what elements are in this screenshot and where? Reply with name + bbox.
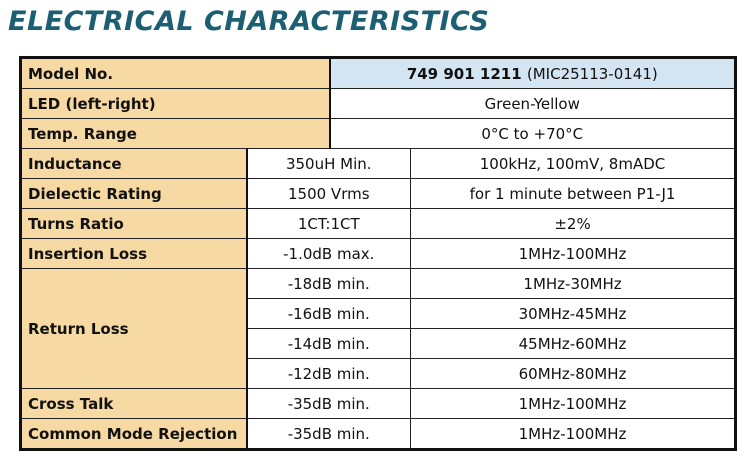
insertion-label: Insertion Loss [20,238,248,269]
inductance-condition: 100kHz, 100mV, 8mADC [410,148,737,179]
inductance-value: 350uH Min. [245,148,412,179]
led-label: LED (left-right) [19,88,331,119]
temp-value: 0°C to +70°C [329,118,737,149]
table-row-return-loss-1: Return Loss -18dB min. 1MHz-30MHz [20,268,737,389]
table-row-insertion: Insertion Loss -1.0dB max. 1MHz-100MHz [20,238,737,269]
insertion-condition: 1MHz-100MHz [410,238,737,269]
return-loss-condition-4: 60MHz-80MHz [410,358,737,389]
insertion-value: -1.0dB max. [245,238,412,269]
table-row-return-loss-2: -16dB min. 30MHz-45MHz [21,298,737,329]
cross-talk-label: Cross Talk [20,388,248,419]
model-alt-number: (MIC25113-0141) [526,64,658,83]
dielectric-condition: for 1 minute between P1-J1 [410,178,737,209]
cmr-value: -35dB min. [245,418,412,450]
table-row-model: Model No. 749 901 1211 (MIC25113-0141) [19,57,737,89]
table-row-cross-talk: Cross Talk -35dB min. 1MHz-100MHz [20,388,737,419]
inductance-label: Inductance [20,148,248,179]
table-row-return-loss-3: -14dB min. 45MHz-60MHz [21,328,737,359]
led-value: Green-Yellow [329,88,737,119]
table-row-return-loss-4: -12dB min. 60MHz-80MHz [21,358,737,389]
return-loss-label: Return Loss [20,268,248,389]
table-row-temp: Temp. Range 0°C to +70°C [19,118,737,149]
model-value: 749 901 1211 (MIC25113-0141) [329,57,737,89]
model-part-number: 749 901 1211 [406,64,522,83]
turns-value: 1CT:1CT [245,208,412,239]
table-row-inductance: Inductance 350uH Min. 100kHz, 100mV, 8mA… [20,148,737,179]
return-loss-value-3: -14dB min. [245,328,412,359]
page-title: ELECTRICAL CHARACTERISTICS [8,6,490,37]
cross-talk-value: -35dB min. [245,388,412,419]
table-row-turns: Turns Ratio 1CT:1CT ±2% [20,208,737,239]
temp-label: Temp. Range [19,118,331,149]
electrical-characteristics-table: Model No. 749 901 1211 (MIC25113-0141) L… [19,56,738,451]
dielectric-value: 1500 Vrms [245,178,412,209]
cmr-condition: 1MHz-100MHz [410,418,737,450]
table-row-led: LED (left-right) Green-Yellow [19,88,737,119]
return-loss-value-2: -16dB min. [245,298,412,329]
cross-talk-condition: 1MHz-100MHz [410,388,737,419]
turns-label: Turns Ratio [20,208,248,239]
return-loss-condition-1: 1MHz-30MHz [410,268,737,299]
model-label: Model No. [19,57,331,89]
cmr-label: Common Mode Rejection [20,418,248,450]
dielectric-label: Dielectic Rating [20,178,248,209]
return-loss-condition-2: 30MHz-45MHz [410,298,737,329]
return-loss-value-1: -18dB min. [245,268,412,299]
return-loss-condition-3: 45MHz-60MHz [410,328,737,359]
table-row-cmr: Common Mode Rejection -35dB min. 1MHz-10… [20,418,737,450]
turns-condition: ±2% [410,208,737,239]
return-loss-value-4: -12dB min. [245,358,412,389]
table-row-dielectric: Dielectic Rating 1500 Vrms for 1 minute … [20,178,737,209]
